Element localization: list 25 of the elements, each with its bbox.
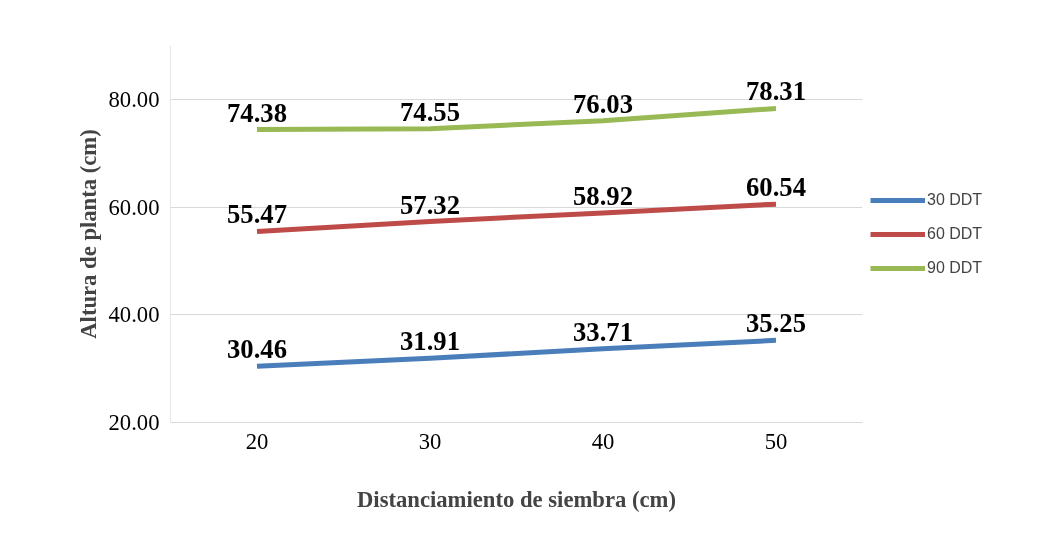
x-tick-label: 30 <box>418 428 442 454</box>
data-label: 33.71 <box>573 316 633 347</box>
x-tick-label: 40 <box>591 428 615 454</box>
data-label: 78.31 <box>746 76 806 107</box>
data-label: 31.91 <box>400 326 460 357</box>
x-tick-label: 50 <box>764 428 788 454</box>
data-label: 74.55 <box>400 96 460 127</box>
data-label: 55.47 <box>227 199 287 230</box>
data-label: 76.03 <box>573 88 633 119</box>
x-tick-label: 20 <box>245 428 269 454</box>
y-tick-label: 40.00 <box>108 302 160 328</box>
legend-label: 60 DDT <box>927 224 983 243</box>
data-label: 35.25 <box>746 308 806 339</box>
data-label: 58.92 <box>573 180 633 211</box>
data-label: 74.38 <box>227 97 287 128</box>
y-tick-label: 80.00 <box>108 86 160 112</box>
y-tick-label: 60.00 <box>108 194 160 220</box>
y-axis-title: Altura de planta (cm) <box>75 129 101 339</box>
data-label: 30.46 <box>227 334 287 365</box>
legend-label: 30 DDT <box>927 190 983 209</box>
x-axis-title: Distanciamiento de siembra (cm) <box>356 486 677 512</box>
legend-label: 90 DDT <box>927 258 983 277</box>
data-label: 60.54 <box>746 172 806 203</box>
data-label: 57.32 <box>400 189 460 220</box>
y-tick-label: 20.00 <box>108 410 160 435</box>
